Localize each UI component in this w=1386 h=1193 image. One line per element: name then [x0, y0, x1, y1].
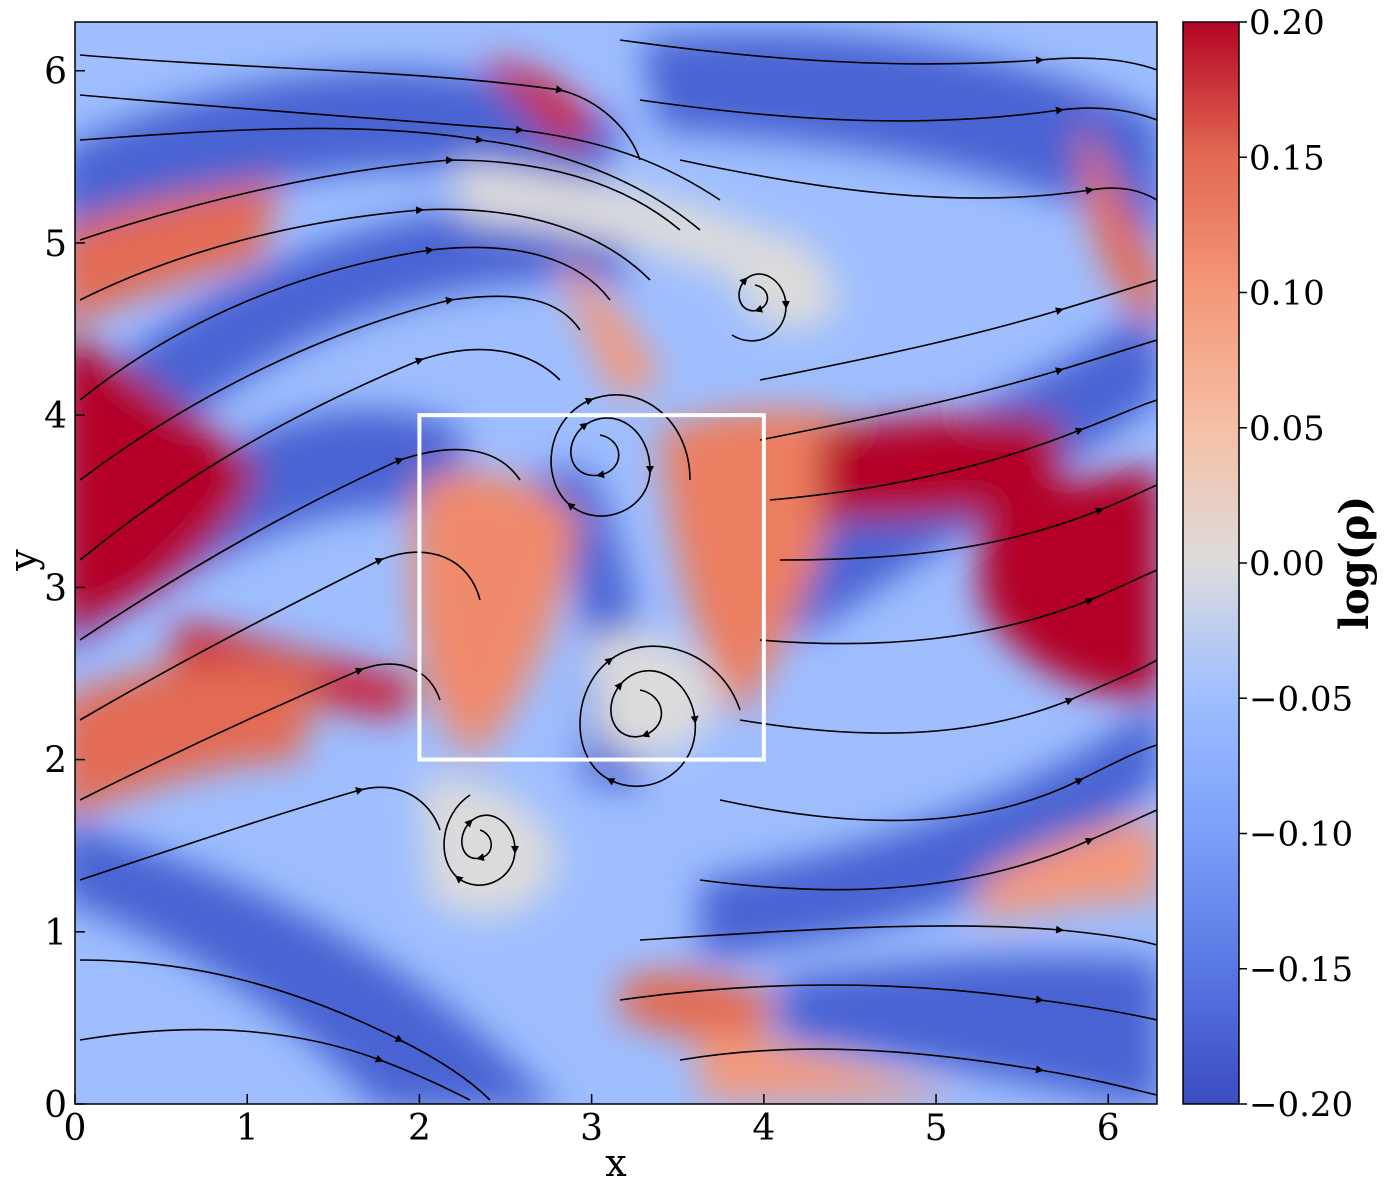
- colorbar-tick: −0.10: [1239, 815, 1353, 855]
- y-tick-label: 1: [44, 913, 67, 954]
- highlight-box: [417, 413, 766, 762]
- y-tick-label: 3: [44, 568, 67, 609]
- y-tick: 5: [44, 224, 85, 265]
- colorbar-tick-label: 0.00: [1249, 544, 1325, 584]
- colorbar-tick-label: 0.10: [1249, 274, 1325, 314]
- density-field: [75, 22, 1157, 1104]
- colorbar-label: log(ρ): [1331, 496, 1378, 630]
- colorbar-tick: −0.15: [1239, 950, 1353, 990]
- colorbar-tick: −0.20: [1239, 1085, 1353, 1125]
- colorbar-tick-label: 0.20: [1249, 3, 1325, 43]
- colorbar-tick-label: 0.05: [1249, 409, 1325, 449]
- y-tick: 3: [44, 568, 85, 609]
- x-tick: 4: [752, 1094, 775, 1149]
- x-tick: 3: [580, 1094, 603, 1149]
- x-tick-label: 3: [580, 1108, 603, 1149]
- x-tick: 6: [1097, 1094, 1120, 1149]
- y-tick: 1: [44, 913, 85, 954]
- x-axis-label: x: [605, 1141, 626, 1185]
- colorbar-tick: 0.10: [1239, 274, 1325, 314]
- colorbar-tick-label: −0.05: [1249, 679, 1353, 719]
- x-tick: 5: [925, 1094, 948, 1149]
- x-axis: 0 1 2 3 4 5 6 x: [64, 1094, 1120, 1185]
- colorbar-tick: 0.20: [1239, 3, 1325, 43]
- x-tick-label: 6: [1097, 1108, 1120, 1149]
- y-tick: 4: [44, 396, 85, 437]
- x-tick: 1: [236, 1094, 259, 1149]
- colorbar-tick: 0.00: [1239, 544, 1325, 584]
- x-tick: 2: [408, 1094, 431, 1149]
- x-tick-label: 4: [752, 1108, 775, 1149]
- y-tick-label: 5: [44, 224, 67, 265]
- colorbar-tick-label: −0.20: [1249, 1085, 1353, 1125]
- y-tick: 2: [44, 741, 85, 782]
- y-tick-label: 4: [44, 396, 67, 437]
- x-tick: 0: [64, 1094, 87, 1149]
- x-tick-label: 1: [236, 1108, 259, 1149]
- y-tick-label: 2: [44, 741, 67, 782]
- colorbar-tick: −0.05: [1239, 679, 1353, 719]
- colorbar-tick: 0.05: [1239, 409, 1325, 449]
- plot-area: 0 1 2 3 4 5 6 x 0 1 2 3 4 5 6 y: [1, 21, 1158, 1185]
- y-tick: 0: [44, 1085, 85, 1126]
- colorbar-tick-label: −0.15: [1249, 950, 1353, 990]
- y-axis: 0 1 2 3 4 5 6 y: [1, 52, 85, 1126]
- y-tick: 6: [44, 52, 85, 93]
- x-tick-label: 5: [925, 1108, 948, 1149]
- colorbar-tick: 0.15: [1239, 138, 1325, 178]
- colorbar-tick-label: 0.15: [1249, 138, 1325, 178]
- x-tick-label: 2: [408, 1108, 431, 1149]
- x-tick-label: 0: [64, 1108, 87, 1149]
- y-axis-label: y: [1, 549, 45, 572]
- y-tick-label: 6: [44, 52, 67, 93]
- plot-frame: [74, 21, 1158, 1105]
- colorbar-gradient: [1182, 21, 1240, 1105]
- colorbar-tick-label: −0.10: [1249, 815, 1353, 855]
- y-tick-label: 0: [44, 1085, 67, 1126]
- colorbar: 0.20 0.15 0.10 0.05 0.00 −0.05 −0.10 −0.…: [1182, 3, 1378, 1125]
